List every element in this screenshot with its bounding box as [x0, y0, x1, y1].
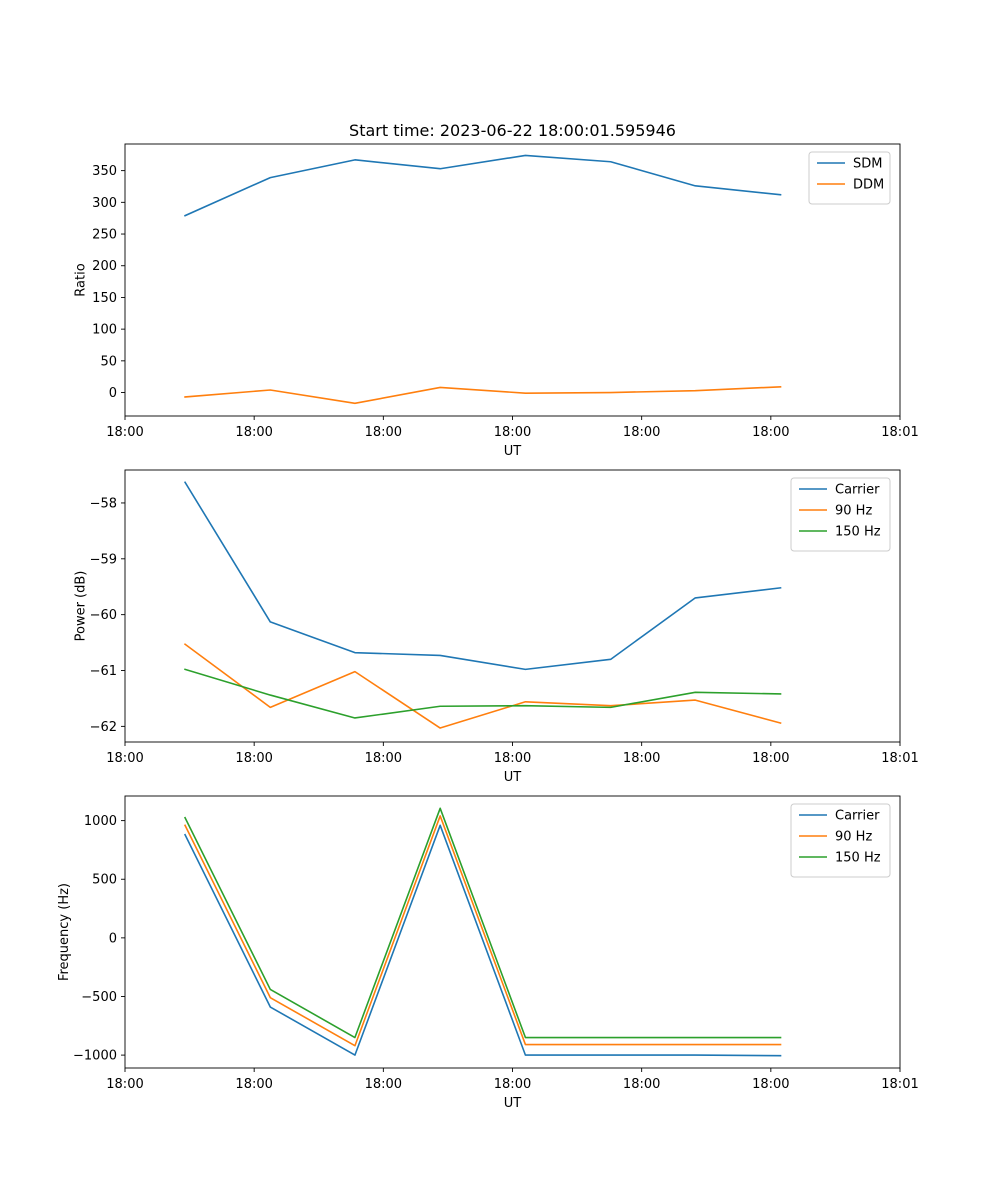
chart-3: 18:00 18:00 18:00 18:00 18:00 18:00 18:01 −1000… [57, 795, 919, 1111]
y-tick-label: −61 [90, 664, 117, 679]
y-tick-label: −62 [90, 720, 117, 735]
legend: Carrier 90 Hz 150 Hz [790, 477, 891, 552]
legend-label-90-hz: 90 Hz [835, 504, 872, 519]
x-tick-label: 18:00 [365, 1077, 402, 1092]
legend-label-150-hz: 150 Hz [835, 525, 881, 540]
x-tick-label: 18:00 [623, 751, 660, 766]
y-tick-label: 350 [92, 164, 117, 179]
series-line-90-hz [183, 815, 782, 1047]
y-tick-label: 300 [92, 196, 117, 211]
x-tick-label: 18:00 [235, 425, 272, 440]
x-tick-label: 18:00 [752, 425, 789, 440]
y-tick-label: 100 [92, 323, 117, 338]
series-line-ddm [184, 385, 782, 405]
plot-frame [124, 143, 901, 417]
legend-label-ddm: DDM [853, 178, 884, 193]
y-tick-label: −500 [81, 990, 117, 1005]
y-tick-label: 150 [92, 291, 117, 306]
legend-label-150-hz: 150 Hz [835, 851, 881, 866]
x-tick-label: 18:00 [494, 425, 531, 440]
y-tick-label: −59 [90, 552, 117, 567]
x-axis-label: UT [504, 770, 522, 785]
x-tick-label: 18:00 [235, 751, 272, 766]
y-tick-label: 250 [92, 228, 117, 243]
y-tick-label: 500 [92, 873, 117, 888]
series-line-carrier [183, 481, 782, 671]
y-axis-label: Power (dB) [73, 571, 88, 642]
x-tick-label: 18:00 [106, 751, 143, 766]
x-tick-label: 18:00 [494, 751, 531, 766]
x-tick-label: 18:00 [106, 425, 143, 440]
y-tick-label: 0 [109, 931, 117, 946]
series-line-carrier [183, 824, 782, 1057]
y-tick-label: 50 [100, 354, 117, 369]
legend: Carrier 90 Hz 150 Hz [790, 803, 891, 878]
chart-2: 18:00 18:00 18:00 18:00 18:00 18:00 18:01 −62 −6… [73, 469, 919, 785]
legend-box [808, 151, 891, 205]
y-tick-label: 1000 [84, 814, 117, 829]
y-tick-label: −60 [90, 608, 117, 623]
x-tick-label: 18:00 [494, 1077, 531, 1092]
y-tick-label: 0 [109, 386, 117, 401]
y-axis-label: Frequency (Hz) [57, 883, 72, 981]
legend: SDM DDM [808, 151, 891, 205]
x-tick-label: 18:00 [623, 425, 660, 440]
x-tick-label: 18:00 [752, 751, 789, 766]
x-tick-label: 18:00 [365, 425, 402, 440]
legend-label-sdm: SDM [853, 157, 882, 172]
y-tick-label: −1000 [73, 1049, 117, 1064]
x-tick-label: 18:01 [881, 1077, 918, 1092]
chart-1: 18:00 18:00 18:00 18:00 18:00 18:00 18:01 0 50 10… [73, 121, 918, 459]
x-tick-label: 18:00 [752, 1077, 789, 1092]
series-line-150-hz [184, 668, 782, 719]
series-line-90-hz [183, 643, 782, 729]
y-tick-label: 200 [92, 259, 117, 274]
legend-label-carrier: Carrier [835, 483, 880, 498]
x-tick-label: 18:01 [881, 751, 918, 766]
x-tick-label: 18:01 [881, 425, 918, 440]
y-axis-label: Ratio [73, 263, 88, 296]
legend-label-carrier: Carrier [835, 809, 880, 824]
y-tick-label: −58 [90, 496, 117, 511]
legend-box [790, 477, 891, 552]
x-axis-label: UT [504, 444, 522, 459]
legend-label-90-hz: 90 Hz [835, 830, 872, 845]
chart-title: Start time: 2023-06-22 18:00:01.595946 [349, 121, 676, 140]
x-tick-label: 18:00 [365, 751, 402, 766]
x-tick-label: 18:00 [623, 1077, 660, 1092]
x-tick-label: 18:00 [106, 1077, 143, 1092]
legend-box [790, 803, 891, 878]
series-line-sdm [184, 154, 782, 217]
plot-frame [124, 469, 901, 743]
x-tick-label: 18:00 [235, 1077, 272, 1092]
series-line-150-hz [183, 807, 782, 1039]
x-axis-label: UT [504, 1096, 522, 1111]
